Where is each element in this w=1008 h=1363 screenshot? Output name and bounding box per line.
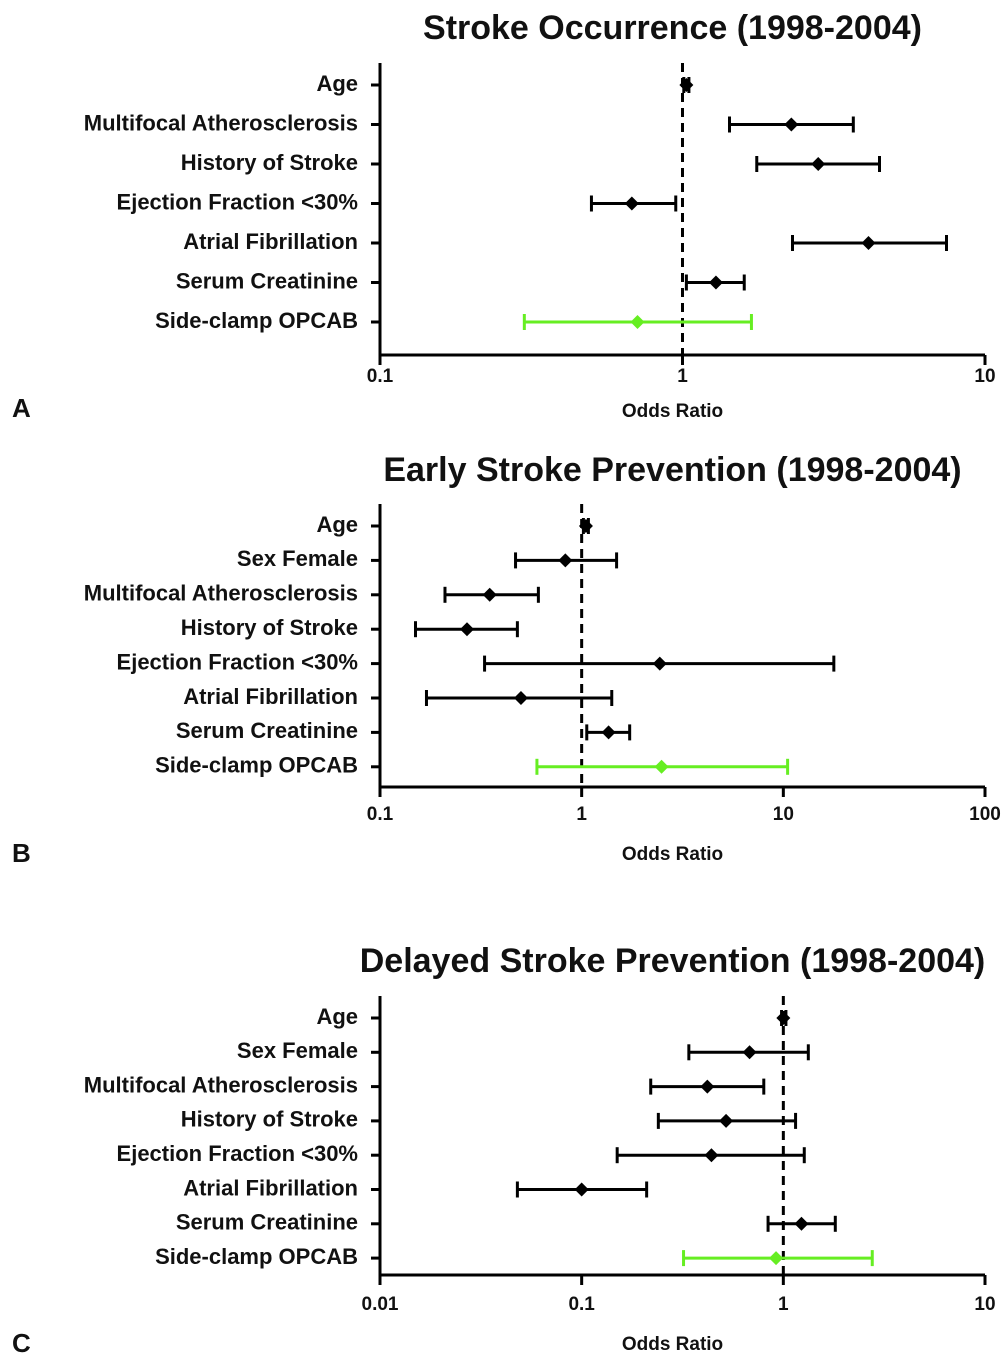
x-tick-label: 10 — [974, 366, 995, 387]
y-tick-label: History of Stroke — [181, 615, 358, 640]
point-estimate — [704, 1148, 719, 1163]
chart-title: Stroke Occurrence (1998-2004) — [423, 9, 922, 47]
chart-title: Delayed Stroke Prevention (1998-2004) — [360, 942, 986, 980]
x-tick-label: 1 — [778, 1294, 789, 1315]
y-tick-label: Serum Creatinine — [176, 1210, 358, 1235]
y-tick-label: Multifocal Atherosclerosis — [84, 581, 358, 606]
y-tick-label: Age — [316, 71, 358, 96]
point-estimate — [776, 1011, 791, 1025]
y-tick-label: Sex Female — [237, 546, 358, 571]
y-tick-label: Serum Creatinine — [176, 268, 358, 293]
point-estimate — [459, 622, 474, 637]
y-tick-label: History of Stroke — [181, 150, 358, 175]
y-tick-label: Atrial Fibrillation — [183, 1175, 358, 1200]
y-tick-label: Ejection Fraction <30% — [117, 649, 358, 674]
point-estimate — [784, 117, 799, 132]
point-estimate — [652, 656, 667, 671]
x-tick-label: 0.1 — [367, 366, 394, 387]
point-estimate — [861, 236, 876, 250]
x-tick-label: 10 — [773, 804, 794, 825]
y-tick-label: Ejection Fraction <30% — [117, 189, 358, 214]
y-tick-label: Atrial Fibrillation — [183, 229, 358, 254]
panel-label: A — [12, 393, 31, 423]
chart-title: Early Stroke Prevention (1998-2004) — [383, 451, 961, 489]
point-estimate — [769, 1251, 784, 1266]
point-estimate — [708, 275, 723, 290]
point-estimate — [624, 196, 639, 211]
x-tick-label: 1 — [576, 804, 587, 825]
x-tick-label: 0.1 — [367, 804, 394, 825]
point-estimate — [679, 78, 694, 92]
point-estimate — [482, 587, 497, 602]
y-tick-label: Atrial Fibrillation — [183, 684, 358, 709]
x-tick-label: 1 — [677, 366, 688, 387]
point-estimate — [719, 1113, 734, 1128]
point-estimate — [700, 1079, 715, 1094]
y-tick-label: Sex Female — [237, 1038, 358, 1063]
x-tick-label: 0.1 — [568, 1294, 595, 1315]
y-tick-label: Side-clamp OPCAB — [155, 308, 358, 333]
x-tick-label: 100 — [969, 804, 1001, 825]
point-estimate — [630, 315, 645, 329]
y-tick-label: Side-clamp OPCAB — [155, 753, 358, 778]
point-estimate — [513, 691, 528, 705]
point-estimate — [742, 1045, 757, 1060]
y-tick-label: Age — [316, 1004, 358, 1029]
panel-label: C — [12, 1328, 31, 1358]
point-estimate — [794, 1216, 809, 1231]
x-axis-label: Odds Ratio — [622, 844, 723, 865]
y-tick-label: Multifocal Atherosclerosis — [84, 110, 358, 135]
point-estimate — [654, 759, 669, 774]
y-tick-label: Side-clamp OPCAB — [155, 1244, 358, 1269]
x-axis-label: Odds Ratio — [622, 1334, 723, 1355]
panel-label: B — [12, 838, 31, 868]
y-tick-label: Multifocal Atherosclerosis — [84, 1072, 358, 1097]
point-estimate — [811, 157, 826, 171]
x-tick-label: 10 — [974, 1294, 995, 1315]
point-estimate — [578, 519, 593, 533]
x-axis-label: Odds Ratio — [622, 401, 723, 422]
y-tick-label: Serum Creatinine — [176, 718, 358, 743]
point-estimate — [601, 725, 616, 740]
y-tick-label: Age — [316, 512, 358, 537]
x-tick-label: 0.01 — [362, 1294, 399, 1315]
y-tick-label: Ejection Fraction <30% — [117, 1141, 358, 1166]
point-estimate — [558, 553, 573, 568]
y-tick-label: History of Stroke — [181, 1107, 358, 1132]
point-estimate — [574, 1182, 589, 1197]
